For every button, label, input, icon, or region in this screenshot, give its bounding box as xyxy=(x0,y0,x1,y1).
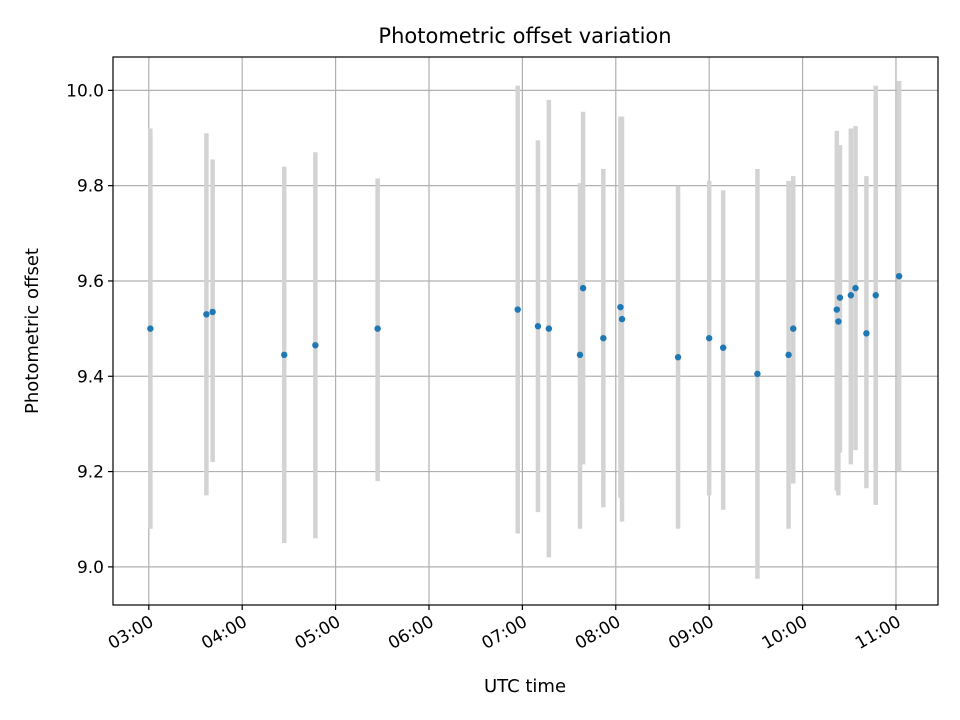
y-axis: 9.0 9.2 9.4 9.6 9.8 10.0 xyxy=(66,81,113,578)
y-tick-label: 9.2 xyxy=(77,463,104,483)
data-point xyxy=(674,354,682,361)
x-tick-label: 08:00 xyxy=(572,612,624,654)
error-bars xyxy=(148,80,902,579)
x-tick-label: 10:00 xyxy=(759,612,811,654)
y-tick-label: 9.0 xyxy=(77,558,104,578)
x-tick-label: 11:00 xyxy=(852,612,904,654)
y-axis-label: Photometric offset xyxy=(22,248,43,414)
y-tick-label: 9.8 xyxy=(77,177,104,197)
data-point xyxy=(576,351,584,359)
data-point xyxy=(600,334,607,342)
y-tick-label: 9.4 xyxy=(77,367,104,387)
grid xyxy=(113,57,938,605)
x-axis: 03:00 04:00 05:00 06:00 07:00 08:00 09:00 10:00… xyxy=(105,605,904,654)
plot-frame xyxy=(112,56,939,606)
data-point xyxy=(790,325,797,332)
x-tick-label: 06:00 xyxy=(385,612,437,654)
data-point xyxy=(835,318,842,325)
data-point xyxy=(617,303,624,311)
x-axis-label: UTC time xyxy=(484,676,566,697)
data-point xyxy=(312,342,319,349)
data-point xyxy=(872,292,879,299)
data-point xyxy=(863,330,870,337)
data-point xyxy=(209,308,216,316)
data-point xyxy=(852,284,859,292)
data-point xyxy=(754,370,761,378)
data-point xyxy=(203,311,210,318)
chart-title: Photometric offset variation xyxy=(378,24,671,48)
data-point xyxy=(374,325,381,332)
y-tick-label: 9.6 xyxy=(77,272,104,292)
data-point xyxy=(514,306,521,313)
data-points xyxy=(147,273,903,378)
data-point xyxy=(545,325,553,332)
data-point xyxy=(847,292,855,299)
data-point xyxy=(836,294,844,301)
x-tick-label: 03:00 xyxy=(105,612,157,654)
x-tick-label: 04:00 xyxy=(198,612,250,654)
data-point xyxy=(579,284,587,292)
data-point xyxy=(833,306,841,313)
x-tick-label: 09:00 xyxy=(665,612,717,654)
data-point xyxy=(618,315,626,323)
data-point xyxy=(895,273,903,280)
x-tick-label: 07:00 xyxy=(478,612,530,654)
y-tick-label: 10.0 xyxy=(66,81,104,101)
data-point xyxy=(785,351,792,359)
data-point xyxy=(705,334,713,342)
data-point xyxy=(147,325,154,332)
data-point xyxy=(719,344,727,351)
x-tick-label: 05:00 xyxy=(292,612,344,654)
data-point xyxy=(281,351,288,359)
data-point xyxy=(534,323,542,330)
